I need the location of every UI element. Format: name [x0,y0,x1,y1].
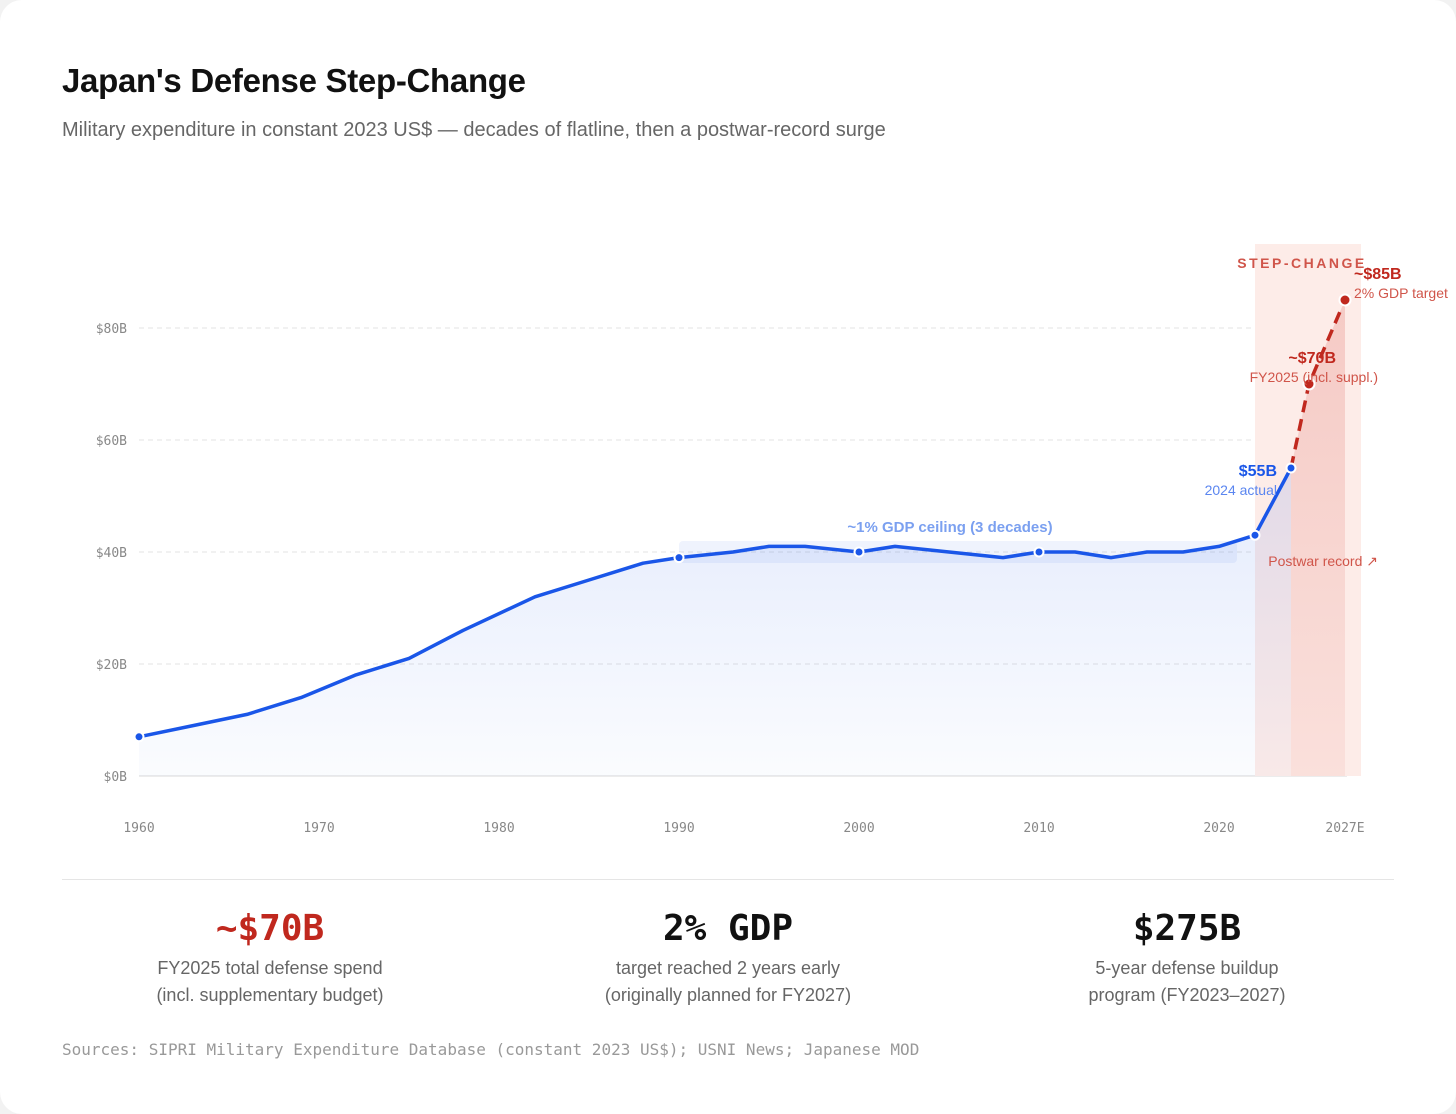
p55-label: 2024 actual [1205,482,1277,498]
stat-desc: target reached 2 years early [615,958,841,978]
stat-value: ~$70B [215,908,325,949]
actual-area [139,468,1291,776]
p70-value: ~$70B [1288,350,1336,367]
data-point-2022 [1249,529,1261,541]
data-point-2024 [1285,462,1297,474]
y-tick-label: $40B [96,546,127,561]
line-chart: $0B $20B $40B $60B $80B 1960 1970 1980 1990 2000 2… [96,244,1448,836]
stat-fy2025-spend: ~$70B FY2025 total defense spend (incl. s… [70,908,470,1009]
y-tick-label: $60B [96,434,127,449]
p85-label: 2% GDP target [1354,285,1448,301]
y-tick-label: $80B [96,322,127,337]
x-tick-label: 1980 [483,821,514,836]
data-point-2025 [1302,377,1316,391]
stat-gdp-target: 2% GDP target reached 2 years early (orig… [528,908,928,1009]
stat-value: $275B [1132,908,1242,949]
x-tick-label: 1960 [123,821,154,836]
data-point-2027 [1338,293,1352,307]
x-tick-label: 2020 [1203,821,1234,836]
postwar-record-label: Postwar record ↗ [1268,553,1378,569]
divider [62,879,1394,880]
stat-desc: (originally planned for FY2027) [604,985,852,1005]
data-point-2010 [1033,546,1045,558]
y-tick-label: $0B [104,770,128,785]
actual-line [138,467,1293,739]
step-change-label: STEP-CHANGE [1237,255,1366,271]
stat-desc: 5-year defense buildup [1095,958,1279,978]
stat-buildup-program: $275B 5-year defense buildup program (FY2… [987,908,1387,1009]
data-point-1990 [673,552,685,564]
stat-desc: program (FY2023–2027) [1088,985,1286,1005]
stat-desc: (incl. supplementary budget) [156,985,384,1005]
x-tick-label: 1970 [303,821,334,836]
p85-value: ~$85B [1354,266,1402,283]
p55-value: $55B [1239,463,1277,480]
x-tick-label: 1990 [663,821,694,836]
x-tick-label: 2027E [1325,821,1364,836]
p70-label: FY2025 (incl. suppl.) [1250,369,1378,385]
sources-note: Sources: SIPRI Military Expenditure Data… [62,1040,920,1059]
data-point-2000 [853,546,865,558]
stat-desc: FY2025 total defense spend [157,958,383,978]
ceiling-annotation: ~1% GDP ceiling (3 decades) [847,519,1052,536]
x-tick-label: 2010 [1023,821,1054,836]
x-tick-label: 2000 [843,821,874,836]
stat-value: 2% GDP [662,908,794,949]
y-tick-label: $20B [96,658,127,673]
data-point-1960 [133,731,145,743]
page-title: Japan's Defense Step-Change [62,62,526,99]
projected-area [1291,300,1345,776]
page-subtitle: Military expenditure in constant 2023 US… [62,119,886,141]
